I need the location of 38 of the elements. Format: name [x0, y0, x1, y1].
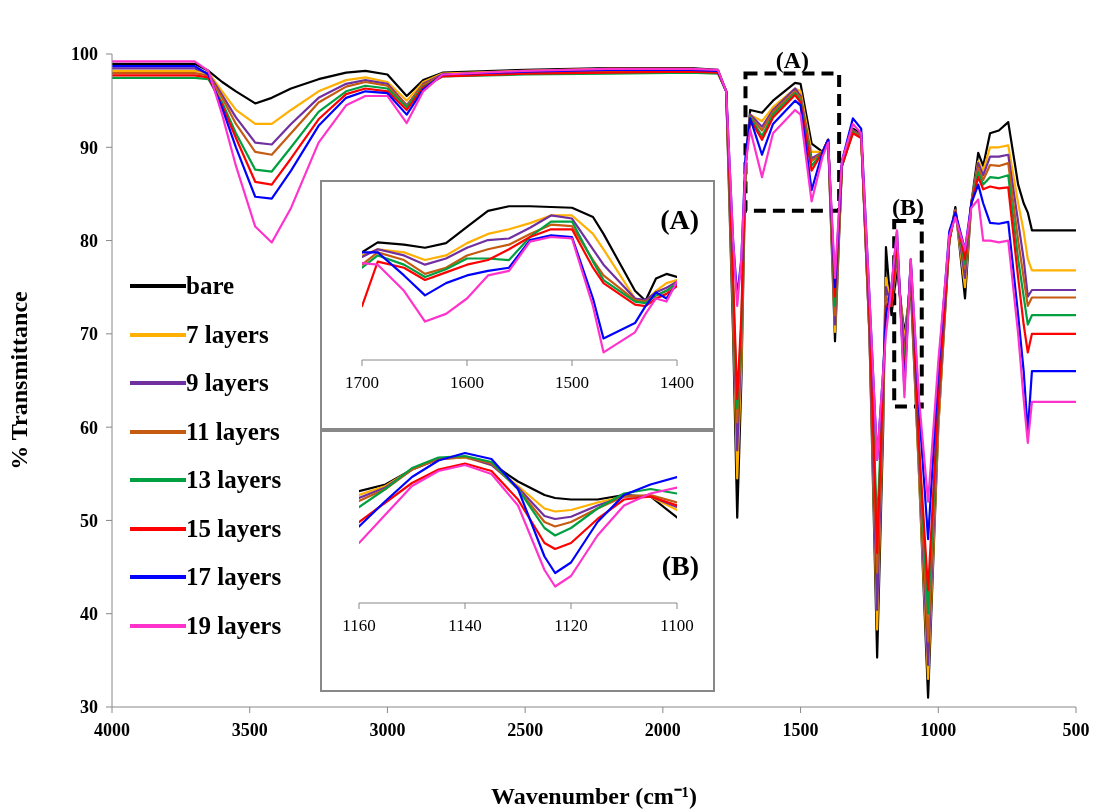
x-tick-label: 500 [1062, 719, 1090, 740]
y-tick-label: 90 [80, 137, 98, 158]
x-tick-label: 3500 [231, 719, 268, 740]
x-tick-label: 1600 [450, 373, 484, 393]
x-tick-label: 2500 [507, 719, 544, 740]
x-tick-label: 1400 [660, 373, 694, 393]
y-tick-label: 50 [80, 510, 98, 531]
x-tick-label: 3000 [369, 719, 406, 740]
y-tick-label: 40 [80, 604, 98, 625]
x-tick-label: 1500 [782, 719, 819, 740]
legend-label: 15 layers [186, 514, 282, 543]
legend-label: 13 layers [186, 466, 282, 495]
x-tick-label: 1120 [554, 616, 588, 636]
legend-label: 19 layers [186, 611, 282, 640]
legend-label: bare [186, 272, 235, 301]
annotation: (A) [775, 46, 809, 73]
legend-label: 9 layers [186, 369, 269, 398]
annotation: (B) [891, 193, 924, 220]
x-axis-title: Wavenumber (cm⁻¹) [490, 783, 698, 809]
legend-label: 7 layers [186, 320, 269, 349]
x-tick-label: 1140 [448, 616, 482, 636]
annotation: (A) [660, 204, 699, 236]
y-tick-label: 60 [80, 417, 98, 438]
y-axis-title: % Transmittance [5, 290, 32, 470]
legend-label: 17 layers [186, 563, 282, 592]
y-tick-label: 100 [71, 44, 98, 65]
legend-label: 11 layers [186, 417, 280, 446]
annotation: (B) [661, 550, 699, 582]
y-tick-label: 80 [80, 230, 98, 251]
x-tick-label: 1000 [920, 719, 957, 740]
x-tick-label: 1700 [345, 373, 379, 393]
x-tick-label: 1100 [660, 616, 694, 636]
y-tick-label: 70 [80, 324, 98, 345]
x-tick-label: 2000 [644, 719, 681, 740]
x-tick-label: 4000 [94, 719, 130, 740]
x-tick-label: 1500 [555, 373, 589, 393]
y-tick-label: 30 [80, 697, 98, 718]
x-tick-label: 1160 [342, 616, 376, 636]
